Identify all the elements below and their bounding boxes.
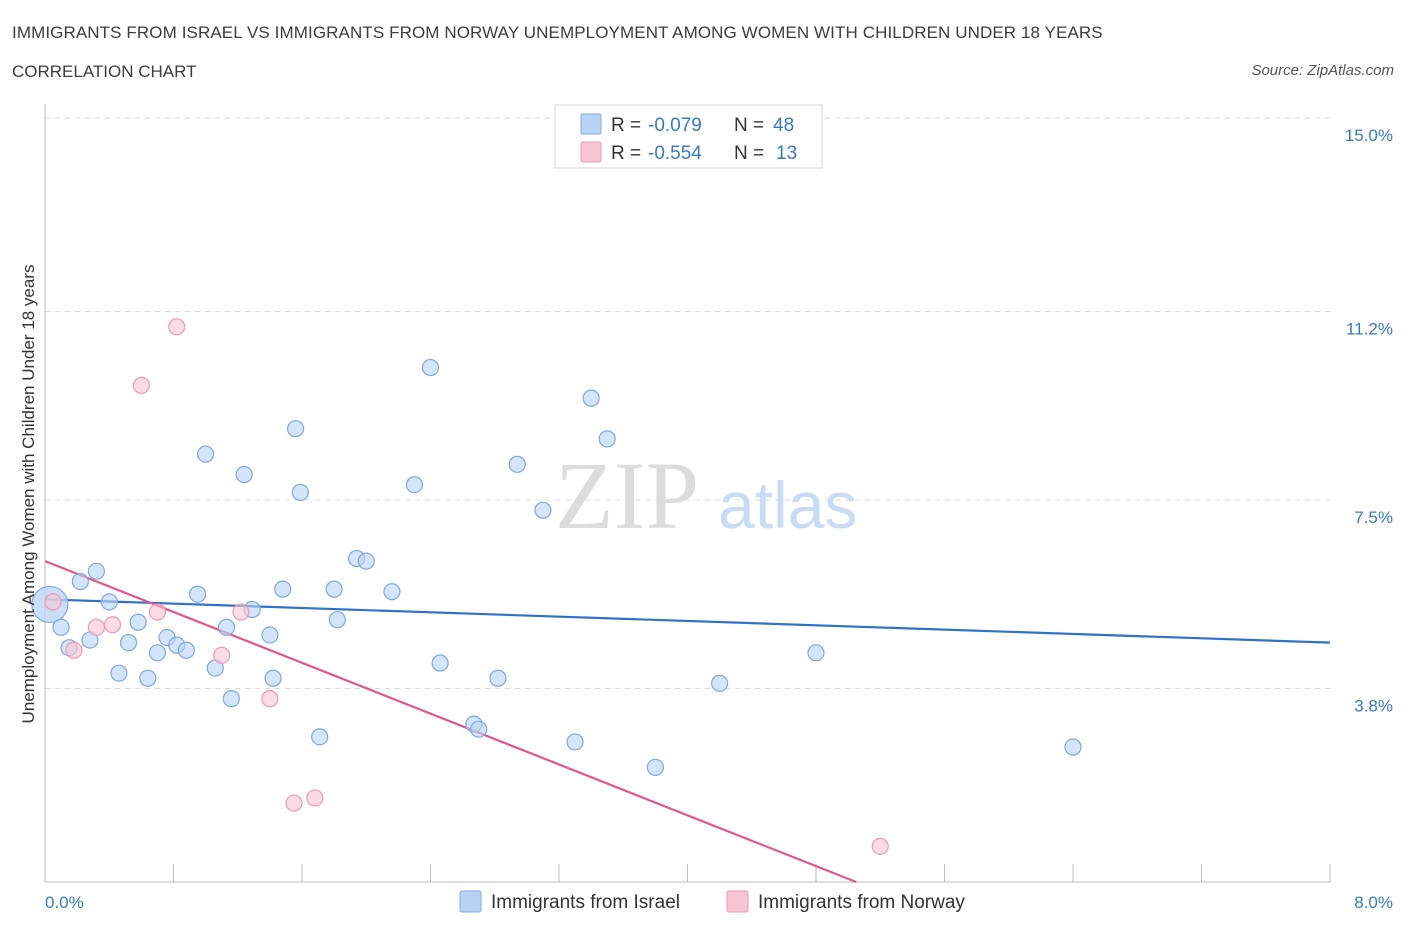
legend-swatch-norway [580,141,602,163]
legend-r-value-1: -0.079 [648,115,702,136]
norway-point-12 [871,837,889,855]
israel-point-31 [357,552,375,570]
israel-point-11 [148,644,167,662]
israel-point-18 [217,618,236,636]
data-points [31,318,1082,855]
legend-n-label-1: N = [734,115,764,136]
israel-point-37 [470,720,488,738]
israel-point-9 [129,613,147,631]
israel-point-10 [139,669,157,687]
israel-point-43 [598,430,616,448]
israel-point-29 [328,611,346,629]
norway-point-10 [285,794,303,812]
norway-point-9 [261,690,279,708]
legend-r-value-2: -0.554 [648,143,702,164]
legend-r-label-1: R = [611,115,641,136]
x-tick-label-1: 8.0% [1354,893,1393,912]
axes [44,104,1331,883]
legend-n-value-2: 13 [776,143,797,164]
y-axis-label: Unemployment Among Women with Children U… [19,265,38,724]
israel-point-1 [52,618,70,636]
israel-point-20 [235,465,253,484]
watermark-atlas: atlas [718,468,857,542]
y-tick-label-2: 11.2% [1346,320,1393,339]
y-tick-label-3: 15.0% [1345,126,1393,145]
israel-point-27 [311,728,329,746]
israel-point-15 [188,585,207,603]
bottom-legend-label-israel: Immigrants from Israel [491,892,680,913]
israel-point-38 [489,669,507,687]
israel-point-23 [264,669,282,687]
norway-point-0 [44,593,62,611]
y-tick-label-0: 3.8% [1354,696,1393,715]
israel-point-32 [383,583,401,601]
israel-point-44 [646,758,664,777]
israel-point-28 [325,580,343,598]
israel-point-22 [261,626,279,644]
bottom-legend-label-norway: Immigrants from Norway [758,892,965,913]
israel-point-3 [71,572,89,591]
y-tick-label-1: 7.5% [1354,508,1393,527]
israel-point-7 [110,664,128,682]
israel-point-19 [222,690,240,708]
x-tick-label-0: 0.0% [45,893,84,912]
israel-point-47 [1064,738,1082,756]
israel-point-39 [508,455,526,473]
israel-point-46 [807,644,825,662]
israel-point-45 [711,674,729,692]
watermark: ZIP atlas [555,442,857,549]
israel-point-35 [431,654,449,672]
israel-point-24 [274,580,292,598]
israel-point-5 [87,562,106,580]
israel-point-33 [405,476,424,494]
israel-point-26 [291,483,309,501]
israel-point-14 [177,641,195,659]
grid-lines [45,117,1330,689]
norway-point-5 [148,603,167,621]
norway-point-4 [132,376,150,394]
chart-title: IMMIGRANTS FROM ISRAEL VS IMMIGRANTS FRO… [12,23,1103,42]
legend-n-label-2: N = [734,143,764,164]
chart-subtitle: CORRELATION CHART [12,62,197,81]
source-text: Source: ZipAtlas.com [1251,62,1394,79]
norway-point-3 [103,616,122,634]
norway-point-8 [232,603,250,621]
israel-point-40 [534,501,552,519]
legend-r-label-2: R = [611,143,641,164]
norway-point-6 [168,318,186,336]
legend-swatch-israel [580,113,602,135]
israel-point-6 [100,593,118,611]
israel-point-8 [119,634,138,652]
tick-labels: 3.8% 7.5% 11.2% 15.0% 0.0% 8.0% [45,126,1393,912]
bottom-legend-swatch-norway [726,890,749,913]
israel-point-34 [421,358,440,377]
norway-point-11 [306,789,324,807]
israel-point-25 [286,420,305,438]
norway-trend-line [44,560,857,884]
israel-point-41 [566,733,584,751]
norway-point-2 [87,618,106,636]
israel-point-16 [197,445,215,463]
bottom-legend: Immigrants from Israel Immigrants from N… [459,890,965,913]
watermark-zip: ZIP [555,442,699,549]
legend-n-value-1: 48 [773,115,794,136]
legend: R = -0.079 N = 48 R = -0.554 N = 13 [554,104,823,169]
norway-point-1 [65,641,83,659]
israel-point-42 [582,389,600,407]
bottom-legend-swatch-israel [459,890,482,913]
norway-point-7 [213,646,231,664]
